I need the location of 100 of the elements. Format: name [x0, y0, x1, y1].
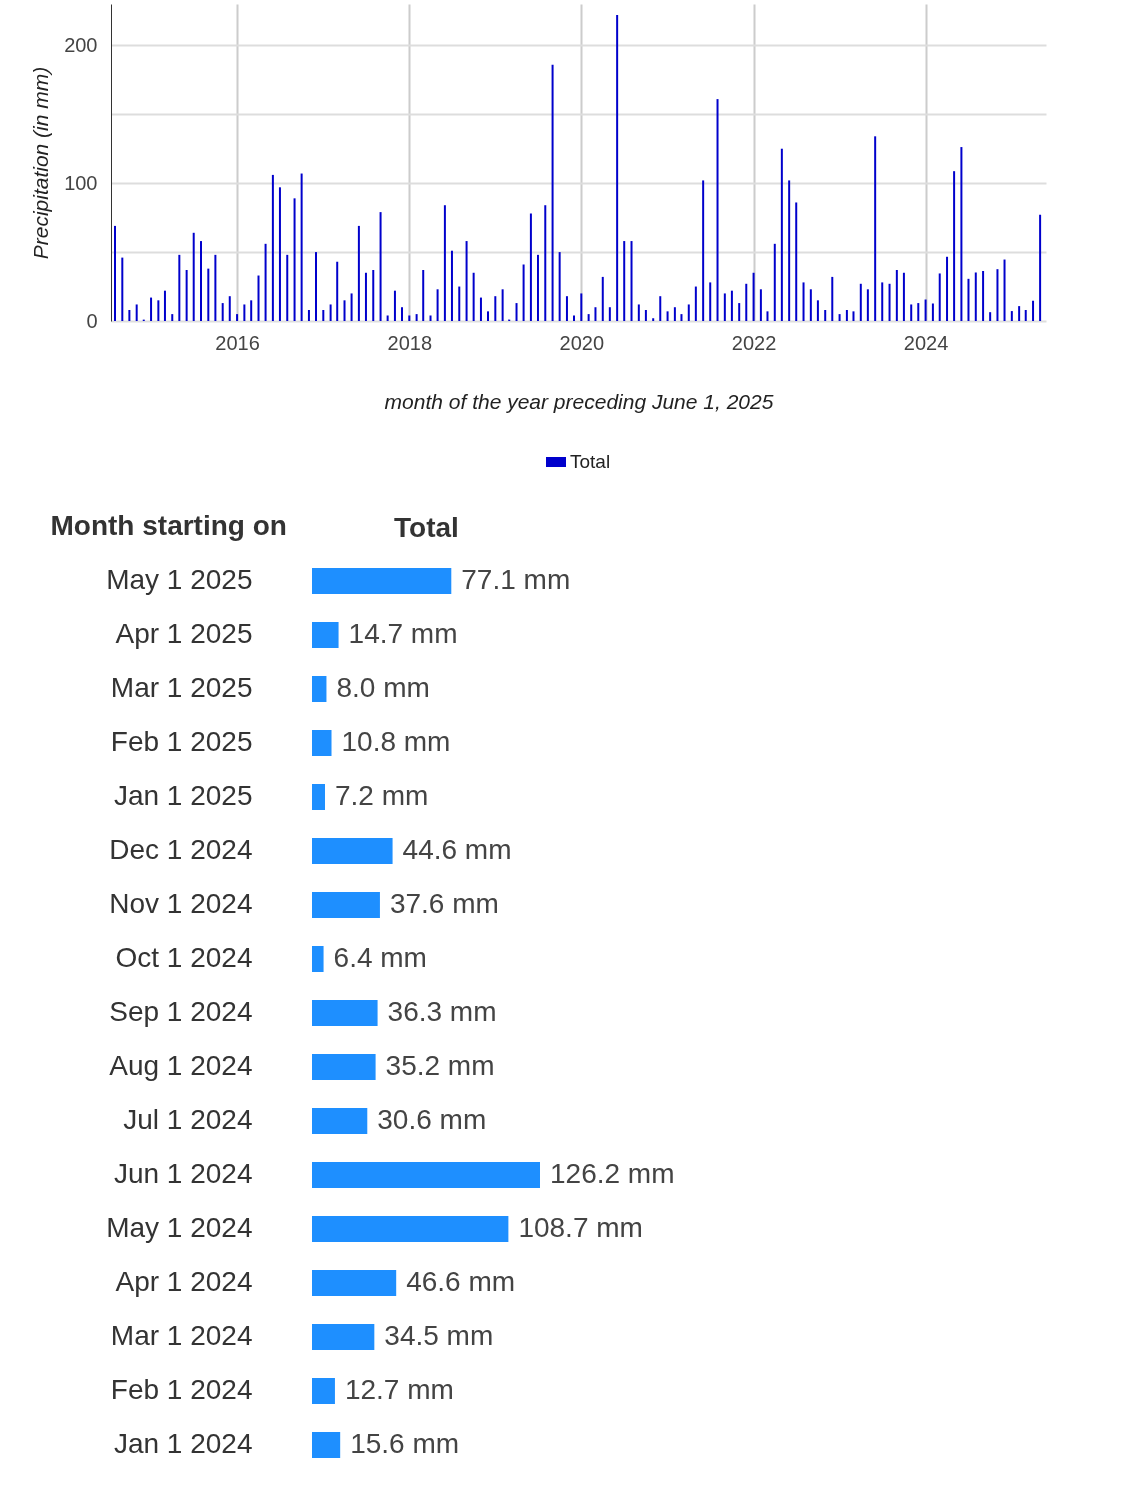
- x-tick-label: 2018: [387, 331, 433, 354]
- bar: [967, 278, 970, 321]
- y-tick-label: Sep 1 2024: [109, 996, 253, 1027]
- bar: [200, 241, 203, 321]
- y-tick-label: 200: [64, 33, 98, 56]
- data-label: 30.6 mm: [377, 1104, 487, 1135]
- data-label: 77.1 mm: [461, 564, 571, 595]
- bar: [271, 174, 274, 321]
- bar: [659, 296, 662, 321]
- bar: [745, 283, 748, 321]
- bar: [924, 299, 927, 321]
- bar: [616, 15, 619, 321]
- bar: [312, 784, 326, 810]
- data-label: 10.8 mm: [341, 726, 451, 757]
- bar: [709, 282, 712, 321]
- bar: [322, 309, 325, 321]
- bar: [307, 309, 310, 321]
- data-label: 12.7 mm: [344, 1374, 454, 1405]
- bar: [809, 289, 812, 321]
- bar: [687, 304, 690, 321]
- bar: [312, 1054, 376, 1080]
- bar: [150, 297, 153, 321]
- bar: [257, 275, 260, 321]
- y-tick-label: Nov 1 2024: [109, 888, 253, 919]
- bar: [128, 309, 131, 321]
- bar: [312, 946, 324, 972]
- y-tick-label: 100: [64, 171, 98, 194]
- data-label: 37.6 mm: [389, 888, 499, 919]
- bar: [1018, 306, 1021, 321]
- bar: [312, 1270, 397, 1296]
- x-tick-label: 2016: [215, 331, 260, 354]
- y-tick-label: Dec 1 2024: [109, 834, 253, 865]
- bar: [859, 283, 862, 321]
- y-tick-label: Mar 1 2025: [110, 672, 253, 703]
- bar: [938, 273, 941, 321]
- bar: [529, 213, 532, 321]
- bar: [214, 254, 217, 321]
- bar: [243, 304, 246, 321]
- bar: [816, 300, 819, 321]
- bar: [780, 148, 783, 321]
- bar: [312, 1162, 540, 1188]
- bar: [838, 314, 841, 321]
- bar: [551, 64, 554, 321]
- bar: [902, 272, 905, 321]
- bar: [135, 304, 138, 321]
- bar: [637, 304, 640, 321]
- bar: [931, 303, 934, 321]
- bar: [312, 1000, 378, 1026]
- bar: [982, 270, 985, 321]
- bar: [730, 290, 733, 321]
- bar: [312, 1378, 335, 1404]
- bar: [996, 269, 999, 321]
- bar: [716, 99, 719, 321]
- bar: [601, 276, 604, 321]
- x-axis-title: month of the year preceding June 1, 2025: [384, 389, 774, 413]
- x-tick-label: 2020: [559, 331, 605, 354]
- bar: [558, 252, 561, 321]
- bar: [866, 289, 869, 321]
- bar: [250, 300, 253, 321]
- bar: [831, 276, 834, 321]
- bar: [960, 147, 963, 321]
- bar: [465, 241, 468, 321]
- bar: [312, 730, 332, 756]
- bar: [408, 315, 411, 321]
- bar: [1010, 311, 1013, 321]
- bar: [623, 241, 626, 321]
- bar: [536, 254, 539, 321]
- bar: [312, 838, 393, 864]
- bar: [888, 283, 891, 321]
- y-axis-title: Precipitation (in mm): [29, 66, 53, 260]
- bar: [185, 270, 188, 321]
- data-label: 6.4 mm: [333, 942, 427, 973]
- bar: [312, 622, 339, 648]
- y-tick-label: Feb 1 2024: [110, 1374, 253, 1405]
- bar: [1003, 259, 1006, 321]
- bar: [565, 296, 568, 321]
- y-tick-label: Apr 1 2024: [115, 1266, 253, 1297]
- bar: [436, 289, 439, 321]
- bar: [1039, 214, 1042, 321]
- bar: [795, 202, 798, 321]
- data-label: 8.0 mm: [336, 672, 430, 703]
- bar: [114, 225, 117, 321]
- bar: [766, 311, 769, 321]
- bar: [694, 286, 697, 321]
- bar: [312, 1432, 341, 1458]
- y-tick-label: Jun 1 2024: [113, 1158, 253, 1189]
- bar: [312, 1216, 509, 1242]
- bar: [608, 307, 611, 321]
- data-label: 7.2 mm: [335, 780, 429, 811]
- data-label: 14.7 mm: [348, 618, 458, 649]
- bar: [207, 268, 210, 321]
- bar: [630, 241, 633, 321]
- bar: [312, 1324, 375, 1350]
- bar: [357, 225, 360, 321]
- data-label: 36.3 mm: [387, 996, 497, 1027]
- data-label: 34.5 mm: [384, 1320, 494, 1351]
- bar: [989, 312, 992, 321]
- y-tick-label: Oct 1 2024: [115, 942, 253, 973]
- bar: [666, 311, 669, 321]
- bar: [393, 290, 396, 321]
